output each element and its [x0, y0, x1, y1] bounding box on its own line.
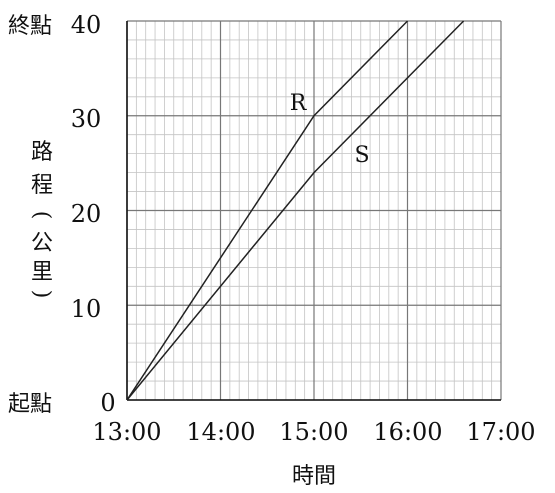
series-line-s: [126, 20, 465, 401]
y-axis-title-char: 路: [31, 140, 53, 165]
y-axis-title: 路 程 ( 公 里 ): [29, 140, 54, 298]
series-label-r: R: [290, 91, 308, 116]
x-axis-title: 時間: [292, 464, 336, 489]
y-tick-label: 0: [100, 389, 115, 417]
y-top-label: 終點: [8, 14, 52, 39]
axes: [126, 21, 501, 401]
y-tick-label: 20: [71, 200, 102, 228]
x-tick-label: 16:00: [373, 418, 442, 446]
y-bottom-label: 起點: [8, 392, 52, 417]
y-tick-label: 40: [71, 11, 102, 39]
series-label-s: S: [354, 143, 369, 168]
x-tick-label: 13:00: [92, 418, 161, 446]
y-tick-label: 30: [71, 105, 102, 133]
y-axis-title-char: 程: [31, 173, 53, 198]
x-tick-label: 14:00: [186, 418, 255, 446]
y-axis-title-char: 公: [31, 231, 53, 256]
y-tick-label: 10: [71, 295, 102, 323]
x-tick-label: 17:00: [466, 418, 535, 446]
x-tick-label: 15:00: [279, 418, 348, 446]
series-layer: [126, 20, 465, 401]
y-axis-title-char: 里: [31, 260, 53, 285]
x-tick-labels: 13:00 14:00 15:00 16:00 17:00: [92, 418, 535, 446]
series-line-r: [126, 20, 409, 401]
y-tick-labels: 40 30 20 10 0: [71, 11, 116, 417]
y-axis-title-char: ): [29, 290, 54, 299]
y-axis-title-char: (: [29, 211, 54, 220]
